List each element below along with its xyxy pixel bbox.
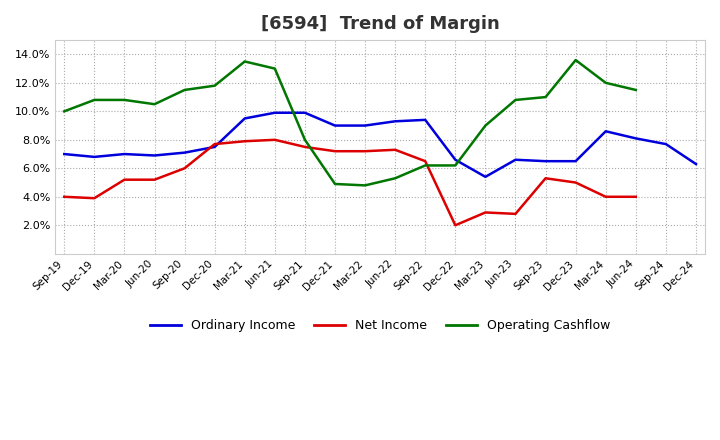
Ordinary Income <box>90 154 99 160</box>
Ordinary Income <box>692 161 701 167</box>
Operating Cashflow <box>90 97 99 103</box>
Net Income <box>180 165 189 171</box>
Net Income <box>150 177 159 182</box>
Operating Cashflow <box>180 87 189 92</box>
Operating Cashflow <box>210 83 219 88</box>
Ordinary Income <box>451 157 459 162</box>
Operating Cashflow <box>451 163 459 168</box>
Ordinary Income <box>481 174 490 180</box>
Ordinary Income <box>240 116 249 121</box>
Net Income <box>481 210 490 215</box>
Ordinary Income <box>572 158 580 164</box>
Ordinary Income <box>60 151 68 157</box>
Title: [6594]  Trend of Margin: [6594] Trend of Margin <box>261 15 500 33</box>
Operating Cashflow <box>300 137 309 143</box>
Line: Operating Cashflow: Operating Cashflow <box>64 60 636 185</box>
Net Income <box>541 176 550 181</box>
Ordinary Income <box>511 157 520 162</box>
Operating Cashflow <box>572 57 580 62</box>
Operating Cashflow <box>541 95 550 100</box>
Ordinary Income <box>541 158 550 164</box>
Net Income <box>361 149 369 154</box>
Ordinary Income <box>361 123 369 128</box>
Line: Net Income: Net Income <box>64 140 636 225</box>
Net Income <box>300 144 309 150</box>
Operating Cashflow <box>511 97 520 103</box>
Ordinary Income <box>150 153 159 158</box>
Ordinary Income <box>300 110 309 115</box>
Operating Cashflow <box>60 109 68 114</box>
Net Income <box>601 194 610 199</box>
Ordinary Income <box>662 141 670 147</box>
Net Income <box>60 194 68 199</box>
Operating Cashflow <box>271 66 279 71</box>
Operating Cashflow <box>421 163 430 168</box>
Ordinary Income <box>271 110 279 115</box>
Legend: Ordinary Income, Net Income, Operating Cashflow: Ordinary Income, Net Income, Operating C… <box>145 314 616 337</box>
Ordinary Income <box>421 117 430 122</box>
Operating Cashflow <box>361 183 369 188</box>
Net Income <box>240 139 249 144</box>
Operating Cashflow <box>120 97 129 103</box>
Operating Cashflow <box>330 181 339 187</box>
Operating Cashflow <box>391 176 400 181</box>
Operating Cashflow <box>481 123 490 128</box>
Net Income <box>90 195 99 201</box>
Net Income <box>631 194 640 199</box>
Ordinary Income <box>120 151 129 157</box>
Operating Cashflow <box>150 102 159 107</box>
Ordinary Income <box>330 123 339 128</box>
Net Income <box>451 223 459 228</box>
Net Income <box>391 147 400 152</box>
Ordinary Income <box>180 150 189 155</box>
Ordinary Income <box>391 119 400 124</box>
Net Income <box>511 211 520 216</box>
Operating Cashflow <box>601 80 610 85</box>
Net Income <box>210 141 219 147</box>
Net Income <box>330 149 339 154</box>
Ordinary Income <box>210 144 219 150</box>
Net Income <box>421 158 430 164</box>
Net Income <box>572 180 580 185</box>
Net Income <box>120 177 129 182</box>
Line: Ordinary Income: Ordinary Income <box>64 113 696 177</box>
Ordinary Income <box>601 128 610 134</box>
Ordinary Income <box>631 136 640 141</box>
Operating Cashflow <box>240 59 249 64</box>
Net Income <box>271 137 279 143</box>
Operating Cashflow <box>631 87 640 92</box>
